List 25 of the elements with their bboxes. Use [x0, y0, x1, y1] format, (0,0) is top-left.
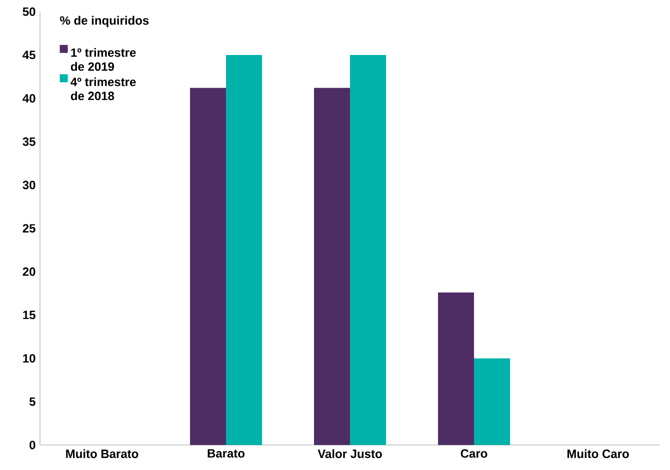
y-tick-label: 10: [23, 354, 36, 363]
bar: [314, 88, 350, 445]
x-tick-label: Muito Caro: [567, 449, 629, 458]
x-tick-label: Barato: [208, 449, 245, 458]
y-tick-label: 25: [22, 224, 36, 233]
y-tick-label: 30: [22, 180, 36, 190]
y-axis-title: % de inquiridos: [60, 16, 149, 28]
y-tick-label: 15: [23, 310, 36, 320]
bar: [474, 358, 510, 445]
y-tick-label: 35: [22, 137, 36, 146]
legend-label: 4º trimestre de 2018: [70, 77, 136, 100]
bar: [190, 88, 226, 445]
y-tick-label: 5: [29, 397, 36, 406]
bar: [226, 54, 262, 445]
y-tick-label: 40: [22, 94, 36, 103]
y-tick-label: 50: [22, 7, 36, 16]
bar: [350, 54, 386, 445]
x-tick-label: Caro: [460, 449, 488, 458]
bar: [438, 292, 474, 445]
legend-label: 1º trimestre de 2019: [70, 48, 136, 71]
x-tick-label: Valor Justo: [318, 449, 382, 458]
y-tick-label: 20: [22, 267, 36, 276]
x-tick-label: Muito Barato: [66, 449, 138, 458]
y-tick-label: 0: [30, 440, 36, 450]
y-tick-label: 45: [22, 50, 36, 60]
